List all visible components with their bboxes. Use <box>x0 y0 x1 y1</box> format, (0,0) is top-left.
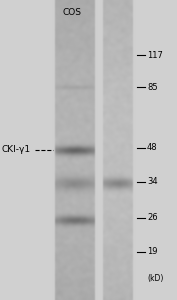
Text: 26: 26 <box>147 214 158 223</box>
Text: (kD): (kD) <box>147 274 163 283</box>
Text: 48: 48 <box>147 143 158 152</box>
Text: 117: 117 <box>147 50 163 59</box>
Text: 19: 19 <box>147 248 158 256</box>
Text: COS: COS <box>62 8 81 17</box>
Text: CKI-γ1: CKI-γ1 <box>2 146 31 154</box>
Text: 34: 34 <box>147 178 158 187</box>
Text: 85: 85 <box>147 82 158 91</box>
